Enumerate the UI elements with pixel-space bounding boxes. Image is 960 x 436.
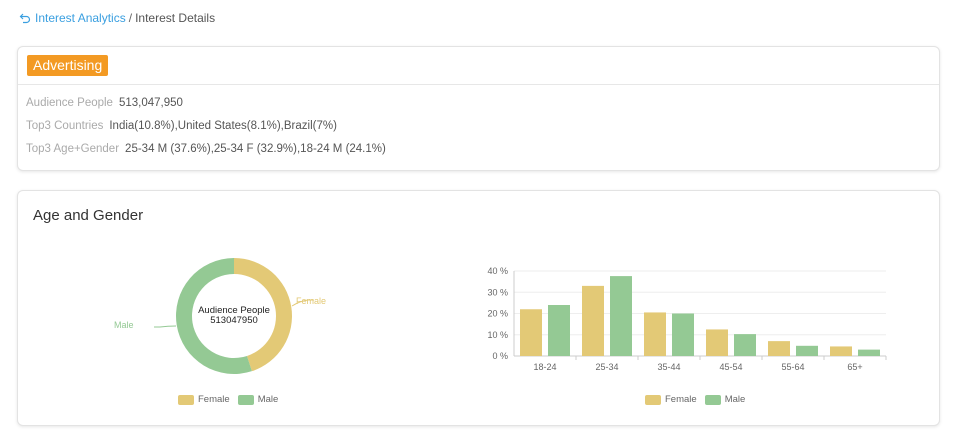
top3-age-gender-value: 25-34 M (37.6%),25-34 F (32.9%),18-24 M … [125, 143, 386, 155]
top3-countries-value: India(10.8%),United States(8.1%),Brazil(… [109, 120, 337, 132]
x-tick-label: 35-44 [657, 362, 680, 372]
donut-center-label: Audience People 513047950 [108, 306, 360, 326]
donut-label-female: Female [296, 296, 327, 306]
breadcrumb: Interest Analytics / Interest Details [19, 10, 215, 26]
x-tick-label: 55-64 [781, 362, 804, 372]
bar-female-25-34 [582, 285, 604, 356]
leader-line-male [154, 325, 177, 328]
male-swatch [237, 394, 254, 405]
bar-legend-male-label: Male [724, 394, 746, 405]
donut-center-value: 513047950 [210, 315, 258, 326]
bar-male-65+ [858, 349, 880, 356]
summary-card-header: Advertising [18, 47, 939, 85]
donut-chart: Audience People 513047950 Female Male [108, 251, 368, 391]
donut-legend-female[interactable]: Female [178, 394, 230, 405]
breadcrumb-separator: / [128, 11, 133, 25]
top3-countries-label: Top3 Countries [26, 120, 104, 132]
audience-people-value: 513,047,950 [118, 97, 183, 109]
top3-age-gender-label: Top3 Age+Gender [26, 143, 120, 155]
donut-legend-male-label: Male [257, 394, 279, 405]
bar-male-35-44 [672, 313, 694, 356]
bar-chart: 0 % 10 % 20 % 30 % 40 % 18-24 25-34 35-44 45-54 5… [487, 266, 887, 372]
donut-slice-female [234, 258, 292, 372]
bar-male-25-34 [610, 276, 632, 356]
female-swatch [178, 394, 194, 405]
donut-legend: Female Male [178, 394, 286, 405]
y-tick-label: 30 % [487, 287, 508, 297]
donut-legend-female-label: Female [198, 394, 230, 405]
bar-female-18-24 [520, 309, 542, 356]
y-tick-label: 0 % [492, 351, 508, 361]
summary-card: Advertising Audience People 513,047,950 T… [17, 46, 940, 171]
donut-center-title: Audience People [198, 305, 270, 316]
x-tick-label: 18-24 [533, 362, 556, 372]
male-swatch [704, 394, 721, 405]
age-gender-card: Age and Gender Audience People 513047950… [17, 190, 940, 426]
bar-legend-female[interactable]: Female [645, 394, 697, 405]
category-tag: Advertising [27, 55, 109, 76]
bar-female-35-44 [644, 312, 666, 356]
top3-countries-row: Top3 Countries India(10.8%),United States… [26, 119, 337, 133]
female-swatch [645, 394, 661, 405]
bar-male-55-64 [796, 345, 818, 356]
y-tick-label: 10 % [487, 330, 508, 340]
x-tick-label: 65+ [847, 362, 862, 372]
bar-legend-female-label: Female [665, 394, 697, 405]
donut-slice-male [176, 258, 252, 374]
breadcrumb-link-interest-analytics[interactable]: Interest Analytics [35, 11, 126, 25]
audience-people-row: Audience People 513,047,950 [26, 96, 183, 110]
x-tick-label: 25-34 [595, 362, 618, 372]
top3-age-gender-row: Top3 Age+Gender 25-34 M (37.6%),25-34 F (… [26, 142, 386, 156]
breadcrumb-current: Interest Details [135, 11, 216, 25]
bar-male-45-54 [734, 334, 756, 356]
bar-female-65+ [830, 346, 852, 356]
donut-legend-male[interactable]: Male [237, 394, 279, 405]
bar-female-45-54 [706, 329, 728, 356]
bar-legend: Female Male [645, 394, 753, 405]
bar-female-55-64 [768, 341, 790, 356]
bar-legend-male[interactable]: Male [704, 394, 746, 405]
back-arrow-icon[interactable] [19, 12, 31, 24]
x-tick-label: 45-54 [719, 362, 742, 372]
donut-label-male: Male [114, 320, 134, 330]
bar-male-18-24 [548, 305, 570, 356]
audience-people-label: Audience People [26, 97, 113, 109]
donut-svg [154, 258, 314, 374]
leader-line-female [291, 299, 314, 307]
section-title: Age and Gender [33, 207, 144, 224]
y-tick-label: 20 % [487, 309, 508, 319]
y-tick-label: 40 % [487, 266, 508, 276]
